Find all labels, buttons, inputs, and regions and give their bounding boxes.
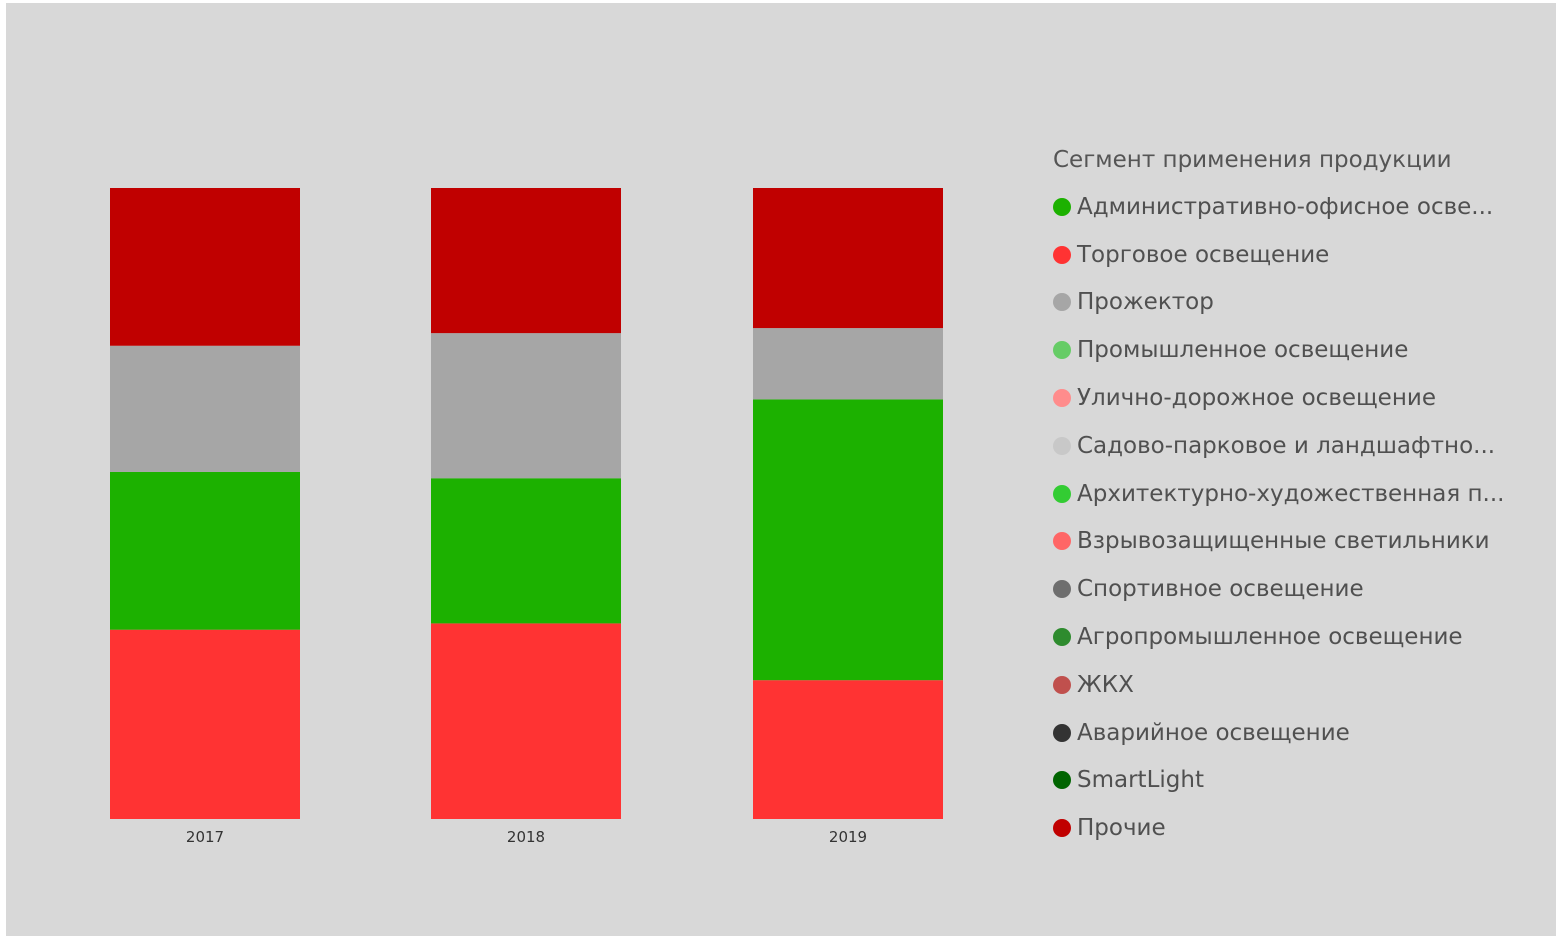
legend-swatch-icon (1053, 532, 1071, 551)
legend-item[interactable]: Прожектор (1053, 279, 1503, 327)
x-tick-label: 2018 (507, 828, 545, 846)
legend-label: Прожектор (1077, 289, 1214, 316)
legend-swatch-icon (1053, 580, 1071, 599)
legend-title: Сегмент применения продукции (1053, 147, 1452, 173)
legend-items: Административно-офисное осве... Торговое … (1053, 183, 1505, 852)
bar-segment-2019-13[interactable] (753, 188, 943, 329)
legend-item[interactable]: Агропромышленное освещение (1053, 613, 1503, 661)
legend-label: Административно-офисное осве... (1077, 193, 1494, 220)
legend-label: Архитектурно-художественная п... (1077, 480, 1505, 507)
bar-segment-2017-2[interactable] (110, 345, 300, 472)
x-axis-ticks: 2017 2018 2019 (186, 828, 867, 846)
bar-segment-2017-1[interactable] (110, 629, 300, 819)
bar-segment-2019-0[interactable] (753, 399, 943, 681)
bar-segment-2018-13[interactable] (431, 188, 621, 334)
legend-item[interactable]: ЖКХ (1053, 661, 1503, 709)
bar-segment-2019-2[interactable] (753, 328, 943, 400)
bars-layer (110, 188, 943, 819)
legend-item[interactable]: Промышленное освещение (1053, 326, 1503, 374)
legend-label: Спортивное освещение (1077, 576, 1364, 603)
legend-swatch-icon (1053, 723, 1071, 742)
bar-segment-2019-1[interactable] (753, 680, 943, 819)
legend-item[interactable]: Торговое освещение (1053, 231, 1503, 279)
legend-label: Садово-парковое и ландшафтно... (1077, 432, 1496, 459)
legend-item[interactable]: Спортивное освещение (1053, 565, 1503, 613)
legend-swatch-icon (1053, 675, 1071, 694)
legend-swatch-icon (1053, 628, 1071, 647)
legend-swatch-icon (1053, 197, 1071, 216)
legend-item[interactable]: Улично-дорожное освещение (1053, 374, 1503, 422)
legend-item[interactable]: Административно-офисное осве... (1053, 183, 1503, 231)
bar-segment-2018-2[interactable] (431, 333, 621, 479)
legend-item[interactable]: Взрывозащищенные светильники (1053, 518, 1503, 566)
legend-label: SmartLight (1077, 767, 1204, 794)
legend-item[interactable]: Прочие (1053, 804, 1503, 852)
legend-label: ЖКХ (1077, 671, 1134, 698)
x-tick-label: 2017 (186, 828, 224, 846)
legend-label: Взрывозащищенные светильники (1077, 528, 1490, 555)
legend-swatch-icon (1053, 436, 1071, 455)
legend-swatch-icon (1053, 389, 1071, 408)
legend: Сегмент применения продукции Администрат… (1053, 143, 1505, 852)
legend-item[interactable]: Садово-парковое и ландшафтно... (1053, 422, 1503, 470)
legend-item[interactable]: SmartLight (1053, 757, 1503, 805)
bar-segment-2018-0[interactable] (431, 478, 621, 624)
legend-label: Торговое освещение (1077, 241, 1330, 268)
legend-item[interactable]: Архитектурно-художественная п... (1053, 470, 1505, 518)
legend-swatch-icon (1053, 771, 1071, 790)
legend-label: Аварийное освещение (1077, 719, 1350, 746)
legend-swatch-icon (1053, 341, 1071, 360)
legend-item[interactable]: Аварийное освещение (1053, 709, 1503, 757)
x-tick-label: 2019 (829, 828, 867, 846)
legend-swatch-icon (1053, 819, 1071, 838)
legend-swatch-icon (1053, 293, 1071, 312)
legend-swatch-icon (1053, 245, 1071, 264)
bar-segment-2017-13[interactable] (110, 188, 300, 346)
bar-segment-2018-1[interactable] (431, 623, 621, 819)
bar-segment-2017-0[interactable] (110, 471, 300, 630)
legend-swatch-icon (1053, 484, 1071, 503)
legend-label: Промышленное освещение (1077, 337, 1409, 364)
legend-label: Улично-дорожное освещение (1077, 385, 1436, 412)
legend-label: Агропромышленное освещение (1077, 624, 1463, 651)
legend-label: Прочие (1077, 815, 1166, 842)
